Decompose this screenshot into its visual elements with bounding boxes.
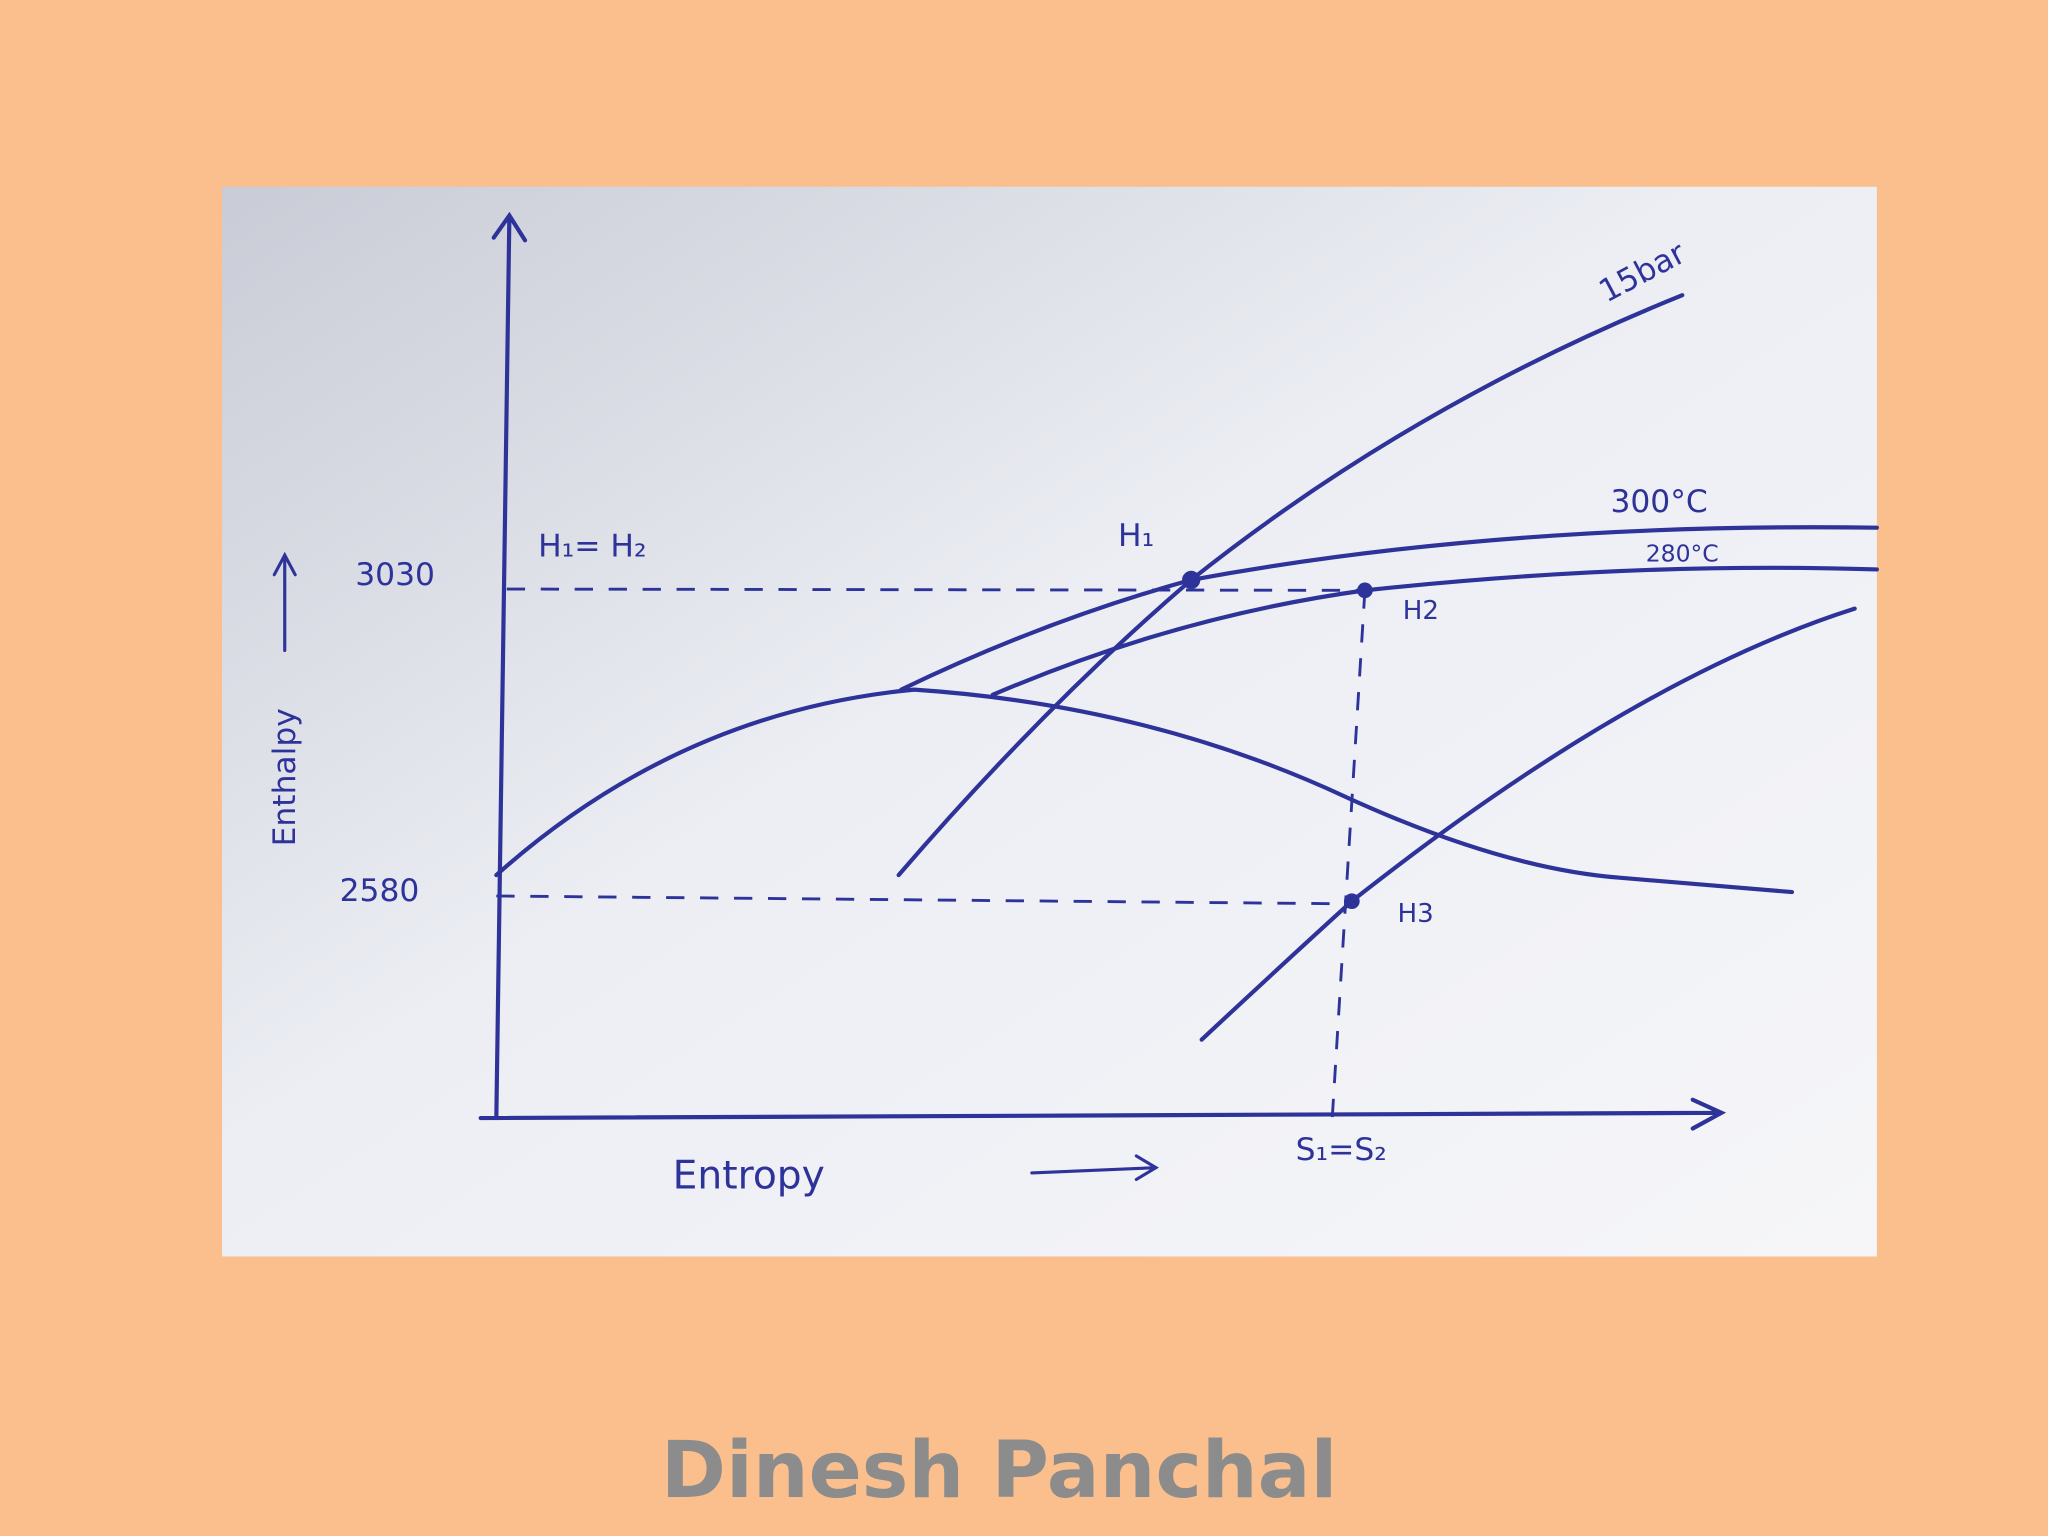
x-axis-arrow	[1030, 1154, 1159, 1181]
guide-3030	[506, 587, 1365, 592]
state-point-h3	[1344, 893, 1360, 910]
guide-2580	[496, 894, 1352, 906]
y-label-3030: 3030	[355, 557, 435, 593]
y-axis-arrow	[272, 551, 297, 653]
y-axis	[491, 211, 528, 1121]
lower-isobar	[1199, 606, 1857, 1042]
y-axis-label: Enthalpy	[267, 708, 303, 846]
state-point-h2	[1357, 582, 1373, 599]
isotherm-300c	[899, 525, 1879, 692]
annotation-h2: H2	[1403, 596, 1439, 626]
photo-background	[222, 186, 1877, 1257]
annotation-h1-equals-h2: H₁= H₂	[538, 528, 646, 564]
axes	[478, 211, 1727, 1131]
x-axis	[478, 1097, 1727, 1131]
annotation-280c: 280°C	[1646, 540, 1719, 568]
annotation-h1: H₁	[1118, 518, 1154, 554]
saturation-curve	[494, 687, 1795, 895]
author-footer: Dinesh Panchal	[661, 1425, 1338, 1516]
x-axis-label: Entropy	[673, 1154, 825, 1199]
state-point-h1	[1182, 570, 1201, 590]
isotherm-280c	[990, 565, 1879, 697]
annotation-h3: H3	[1398, 899, 1434, 929]
y-label-2580: 2580	[340, 873, 420, 909]
annotation-300c: 300°C	[1610, 484, 1707, 520]
x-label-s1-s2: S₁=S₂	[1296, 1132, 1387, 1168]
isobar-15bar	[896, 293, 1685, 878]
